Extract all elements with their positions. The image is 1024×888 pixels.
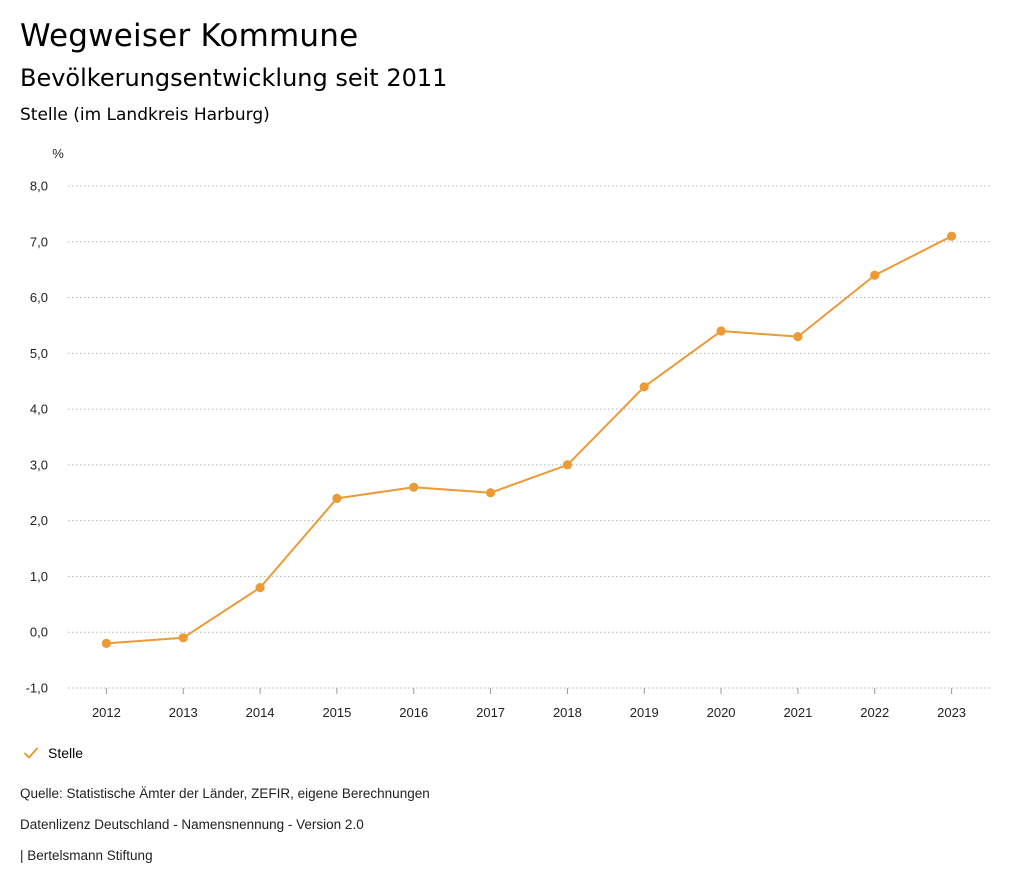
x-tick-label: 2014 (246, 705, 275, 720)
data-point[interactable] (716, 326, 726, 336)
y-tick-label: -1,0 (26, 681, 48, 696)
source-note: Quelle: Statistische Ämter der Länder, Z… (20, 786, 430, 801)
x-tick-label: 2013 (169, 705, 198, 720)
y-tick-label: 4,0 (30, 402, 48, 417)
data-point[interactable] (870, 270, 880, 280)
y-tick-label: 6,0 (30, 290, 48, 305)
check-icon (24, 747, 38, 759)
x-tick-label: 2017 (476, 705, 505, 720)
data-point[interactable] (639, 382, 649, 392)
license-note: Datenlizenz Deutschland - Namensnennung … (20, 817, 364, 832)
y-tick-label: 1,0 (30, 569, 48, 584)
chart-subtitle: Bevölkerungsentwicklung seit 2011 (20, 64, 448, 92)
legend-item-stelle[interactable]: Stelle (22, 744, 83, 762)
x-tick-label: 2015 (322, 705, 351, 720)
line-chart: % 8,0 7,0 6,0 5,0 4,0 3,0 2,0 1,0 0,0 -1,0 2012 2013… (26, 146, 990, 720)
data-point[interactable] (409, 482, 419, 492)
series-line (106, 235, 953, 645)
x-tick-label: 2020 (707, 705, 736, 720)
data-point[interactable] (946, 231, 957, 241)
data-point[interactable] (255, 583, 265, 593)
publisher-note: | Bertelsmann Stiftung (20, 848, 153, 863)
y-tick-label: 5,0 (30, 346, 48, 361)
x-tick-label: 2018 (553, 705, 582, 720)
y-tick-label: 2,0 (30, 513, 48, 528)
y-tick-label: 7,0 (30, 234, 48, 249)
y-axis-unit: % (52, 146, 64, 161)
data-point[interactable] (332, 493, 342, 503)
data-point[interactable] (793, 332, 803, 342)
x-tick-label: 2023 (937, 705, 966, 720)
y-tick-label: 8,0 (30, 179, 48, 194)
x-tick-label: 2012 (92, 705, 121, 720)
y-tick-label: 0,0 (30, 625, 48, 640)
x-tick-label: 2022 (860, 705, 889, 720)
data-point[interactable] (485, 488, 496, 498)
data-point[interactable] (562, 460, 573, 470)
y-tick-label: 3,0 (30, 457, 48, 472)
x-tick-label: 2016 (399, 705, 428, 720)
chart-title: Wegweiser Kommune (20, 18, 359, 54)
x-tick-label: 2021 (783, 705, 812, 720)
x-tick-label: 2019 (630, 705, 659, 720)
data-point[interactable] (178, 633, 188, 643)
data-point[interactable] (101, 638, 112, 648)
legend-label: Stelle (48, 745, 84, 761)
region-label: Stelle (im Landkreis Harburg) (20, 105, 270, 125)
